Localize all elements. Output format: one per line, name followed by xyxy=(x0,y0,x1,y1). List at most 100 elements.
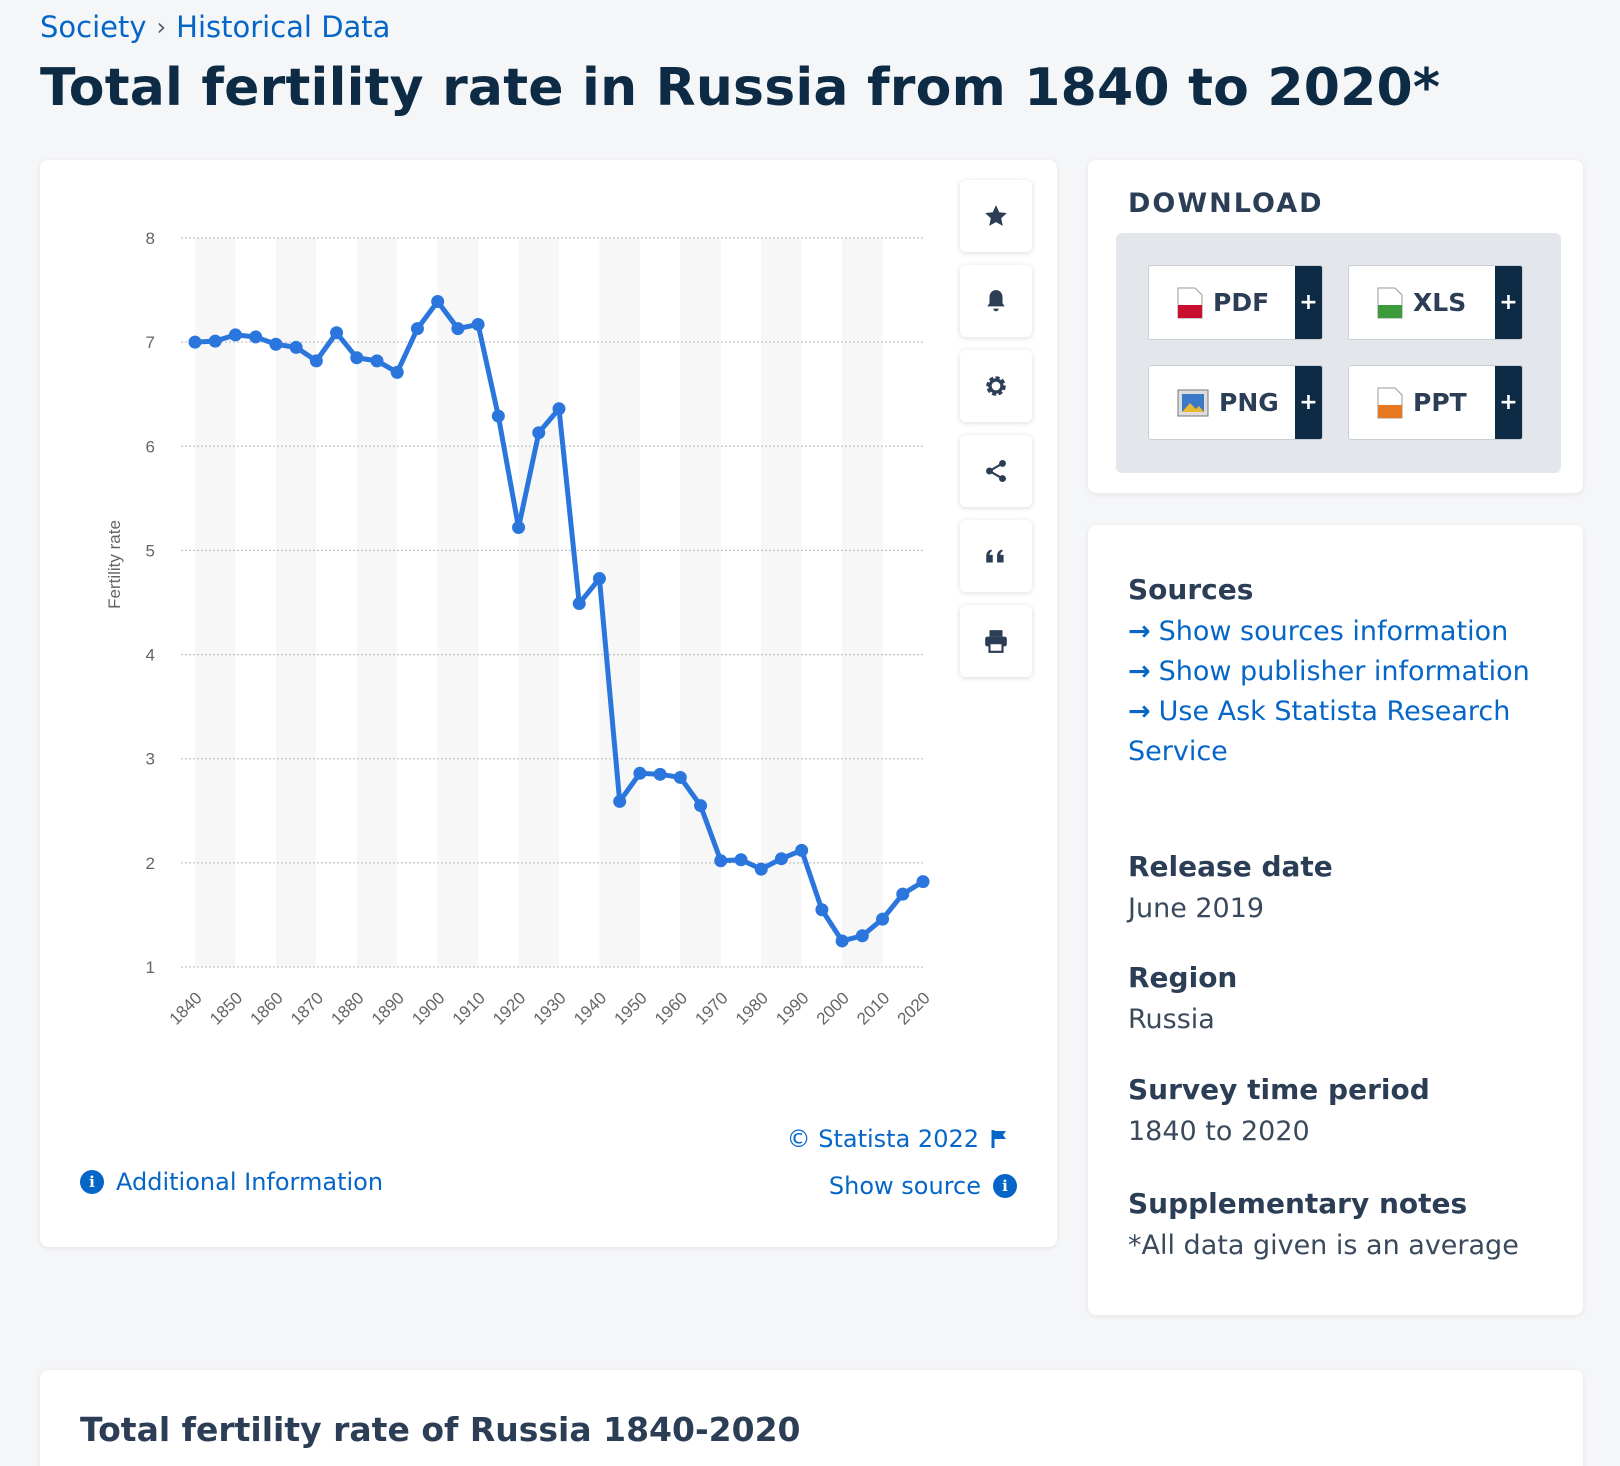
breadcrumb-society-link[interactable]: Society xyxy=(40,10,147,44)
region-value: Russia xyxy=(1128,1004,1215,1035)
data-point xyxy=(714,854,728,868)
y-tick-label: 2 xyxy=(146,854,155,873)
data-point xyxy=(431,295,445,309)
ask-statista-link[interactable]: → Use Ask Statista Research Service xyxy=(1128,692,1558,772)
additional-information-link[interactable]: i Additional Information xyxy=(80,1168,383,1196)
info-icon: i xyxy=(993,1174,1017,1198)
bell-icon xyxy=(987,290,1005,312)
data-point xyxy=(512,521,526,535)
show-publisher-label: Show publisher information xyxy=(1158,656,1530,687)
y-axis-label: Fertility rate xyxy=(105,520,124,609)
download-ppt-label: PPT xyxy=(1413,388,1467,417)
supplementary-notes-value: *All data given is an average xyxy=(1128,1230,1519,1261)
x-tick-label: 1900 xyxy=(408,988,448,1028)
settings-button[interactable] xyxy=(960,350,1032,422)
arrow-right-icon: → xyxy=(1128,696,1151,727)
grid-band xyxy=(680,238,721,967)
plus-icon: + xyxy=(1495,266,1522,339)
description-title: Total fertility rate of Russia 1840-2020 xyxy=(80,1410,801,1449)
flag-icon[interactable] xyxy=(991,1129,1009,1149)
release-date-value: June 2019 xyxy=(1128,893,1265,924)
x-tick-label: 1840 xyxy=(166,988,206,1028)
data-point xyxy=(592,572,606,586)
data-point xyxy=(754,862,768,876)
grid-band xyxy=(275,238,317,967)
release-date-heading: Release date xyxy=(1128,850,1333,883)
x-tick-label: 1920 xyxy=(489,988,529,1028)
data-point xyxy=(896,887,910,901)
copyright-text: © Statista 2022 xyxy=(786,1125,979,1153)
show-sources-label: Show sources information xyxy=(1158,616,1509,647)
share-button[interactable] xyxy=(960,435,1032,507)
y-tick-label: 6 xyxy=(146,437,155,456)
release-date-section: Release date June 2019 xyxy=(1128,850,1333,924)
download-ppt-button[interactable]: PPT + xyxy=(1348,365,1523,440)
data-point xyxy=(188,335,202,349)
show-source-link[interactable]: Show source i xyxy=(829,1172,1017,1200)
quote-icon xyxy=(986,549,1004,563)
arrow-right-icon: → xyxy=(1128,616,1151,647)
x-tick-label: 2000 xyxy=(813,988,853,1028)
plus-icon: + xyxy=(1295,366,1322,439)
download-pdf-button[interactable]: PDF + xyxy=(1148,265,1323,340)
favorite-button[interactable] xyxy=(960,180,1032,252)
x-tick-label: 1950 xyxy=(611,988,651,1028)
x-tick-label: 2010 xyxy=(853,988,893,1028)
x-tick-label: 1870 xyxy=(287,988,327,1028)
y-tick-label: 5 xyxy=(146,541,155,560)
data-point xyxy=(269,337,283,351)
region-section: Region Russia xyxy=(1128,961,1237,1035)
data-point xyxy=(916,875,930,889)
y-tick-label: 1 xyxy=(146,958,155,977)
data-point xyxy=(330,326,344,340)
data-point xyxy=(370,354,384,368)
data-point xyxy=(774,852,788,866)
download-card: DOWNLOAD PDF + XLS + PNG + PPT + xyxy=(1088,160,1583,493)
info-card: Sources → Show sources information → Show … xyxy=(1088,525,1583,1315)
data-point xyxy=(350,351,364,365)
data-point xyxy=(491,409,505,423)
data-point xyxy=(532,426,546,440)
survey-period-heading: Survey time period xyxy=(1128,1073,1430,1106)
data-point xyxy=(815,903,829,917)
grid-band xyxy=(437,238,479,967)
data-point xyxy=(390,365,404,379)
plus-icon: + xyxy=(1295,266,1322,339)
download-png-button[interactable]: PNG + xyxy=(1148,365,1323,440)
data-point xyxy=(673,770,687,784)
y-tick-label: 4 xyxy=(146,646,155,665)
grid-band xyxy=(518,238,559,967)
additional-information-label: Additional Information xyxy=(116,1168,384,1196)
x-tick-label: 1880 xyxy=(327,988,367,1028)
share-icon xyxy=(986,459,1006,483)
cite-button[interactable] xyxy=(960,520,1032,592)
breadcrumb-historical-data-link[interactable]: Historical Data xyxy=(176,10,391,44)
supplementary-notes-section: Supplementary notes *All data given is a… xyxy=(1128,1187,1519,1261)
data-point xyxy=(876,912,890,926)
show-sources-link[interactable]: → Show sources information xyxy=(1128,612,1558,652)
data-point xyxy=(734,853,748,867)
download-xls-button[interactable]: XLS + xyxy=(1348,265,1523,340)
sources-heading: Sources xyxy=(1128,573,1254,606)
page-title: Total fertility rate in Russia from 1840… xyxy=(40,58,1441,118)
print-button[interactable] xyxy=(960,605,1032,677)
download-panel: PDF + XLS + PNG + PPT + xyxy=(1116,233,1561,473)
survey-period-section: Survey time period 1840 to 2020 xyxy=(1128,1073,1430,1147)
x-tick-label: 1850 xyxy=(206,988,246,1028)
download-pdf-label: PDF xyxy=(1213,288,1270,317)
x-tick-label: 1940 xyxy=(570,988,610,1028)
plus-icon: + xyxy=(1495,366,1522,439)
download-xls-label: XLS xyxy=(1413,288,1467,317)
x-tick-label: 2020 xyxy=(894,988,934,1028)
show-publisher-link[interactable]: → Show publisher information xyxy=(1128,652,1558,692)
y-tick-label: 8 xyxy=(146,229,155,248)
grid-band xyxy=(599,238,640,967)
data-point xyxy=(633,766,647,780)
data-point xyxy=(653,767,667,781)
ask-statista-label: Use Ask Statista Research Service xyxy=(1128,696,1511,767)
data-point xyxy=(471,317,485,331)
notification-button[interactable] xyxy=(960,265,1032,337)
ppt-file-icon xyxy=(1377,387,1403,418)
data-point xyxy=(572,597,586,611)
